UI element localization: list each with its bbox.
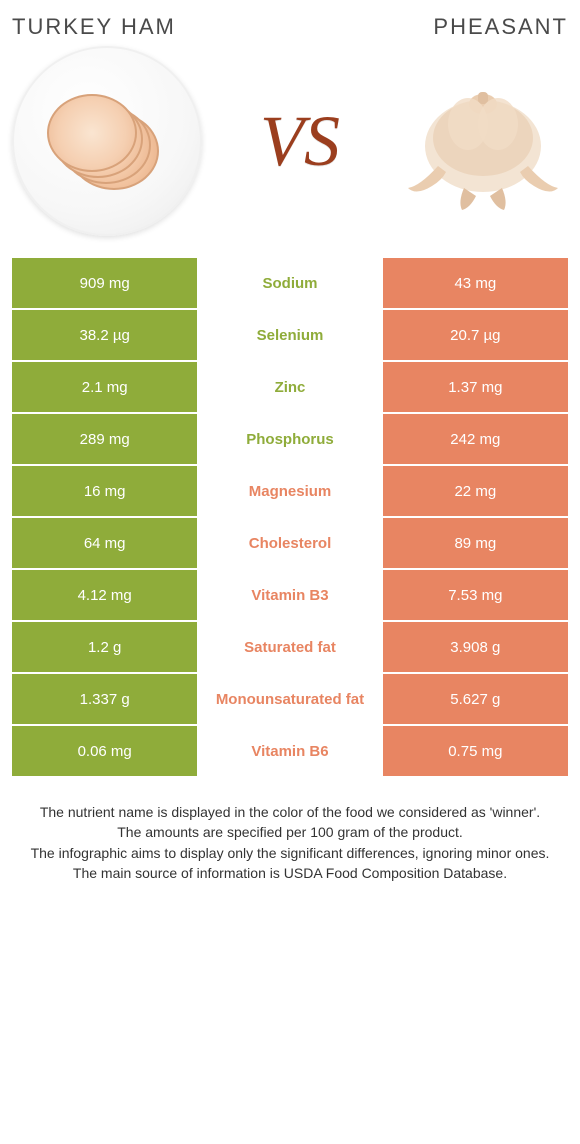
right-value: 1.37 mg [383, 362, 568, 412]
footer-line: The nutrient name is displayed in the co… [20, 802, 560, 822]
right-value: 3.908 g [383, 622, 568, 672]
left-value: 38.2 µg [12, 310, 197, 360]
table-row: 2.1 mgZinc1.37 mg [12, 362, 568, 412]
table-row: 1.337 gMonounsaturated fat5.627 g [12, 674, 568, 724]
right-value: 242 mg [383, 414, 568, 464]
left-value: 2.1 mg [12, 362, 197, 412]
footer-line: The main source of information is USDA F… [20, 863, 560, 883]
table-row: 64 mgCholesterol89 mg [12, 518, 568, 568]
nutrient-name: Saturated fat [197, 622, 382, 672]
table-row: 289 mgPhosphorus242 mg [12, 414, 568, 464]
food-title-left: Turkey ham [12, 14, 176, 40]
food-image-left [12, 46, 202, 236]
nutrient-name: Magnesium [197, 466, 382, 516]
ham-icon [47, 94, 167, 189]
nutrient-name: Selenium [197, 310, 382, 360]
footer-line: The amounts are specified per 100 gram o… [20, 822, 560, 842]
left-value: 289 mg [12, 414, 197, 464]
right-value: 20.7 µg [383, 310, 568, 360]
vs-label: VS [260, 100, 340, 183]
right-value: 22 mg [383, 466, 568, 516]
left-value: 1.2 g [12, 622, 197, 672]
nutrient-name: Vitamin B6 [197, 726, 382, 776]
food-title-right: Pheasant [433, 14, 568, 40]
right-value: 43 mg [383, 258, 568, 308]
table-row: 4.12 mgVitamin B37.53 mg [12, 570, 568, 620]
left-value: 4.12 mg [12, 570, 197, 620]
table-row: 1.2 gSaturated fat3.908 g [12, 622, 568, 672]
table-row: 16 mgMagnesium22 mg [12, 466, 568, 516]
left-value: 64 mg [12, 518, 197, 568]
table-row: 0.06 mgVitamin B60.75 mg [12, 726, 568, 776]
left-value: 1.337 g [12, 674, 197, 724]
nutrient-name: Phosphorus [197, 414, 382, 464]
right-value: 89 mg [383, 518, 568, 568]
left-value: 16 mg [12, 466, 197, 516]
right-value: 0.75 mg [383, 726, 568, 776]
left-value: 909 mg [12, 258, 197, 308]
nutrient-name: Cholesterol [197, 518, 382, 568]
right-value: 7.53 mg [383, 570, 568, 620]
footer-line: The infographic aims to display only the… [20, 843, 560, 863]
nutrient-table: 909 mgSodium43 mg38.2 µgSelenium20.7 µg2… [12, 258, 568, 776]
right-value: 5.627 g [383, 674, 568, 724]
table-row: 38.2 µgSelenium20.7 µg [12, 310, 568, 360]
footer-notes: The nutrient name is displayed in the co… [12, 802, 568, 883]
nutrient-name: Sodium [197, 258, 382, 308]
nutrient-name: Vitamin B3 [197, 570, 382, 620]
table-row: 909 mgSodium43 mg [12, 258, 568, 308]
left-value: 0.06 mg [12, 726, 197, 776]
nutrient-name: Monounsaturated fat [197, 674, 382, 724]
nutrient-name: Zinc [197, 362, 382, 412]
food-image-right [398, 66, 568, 216]
